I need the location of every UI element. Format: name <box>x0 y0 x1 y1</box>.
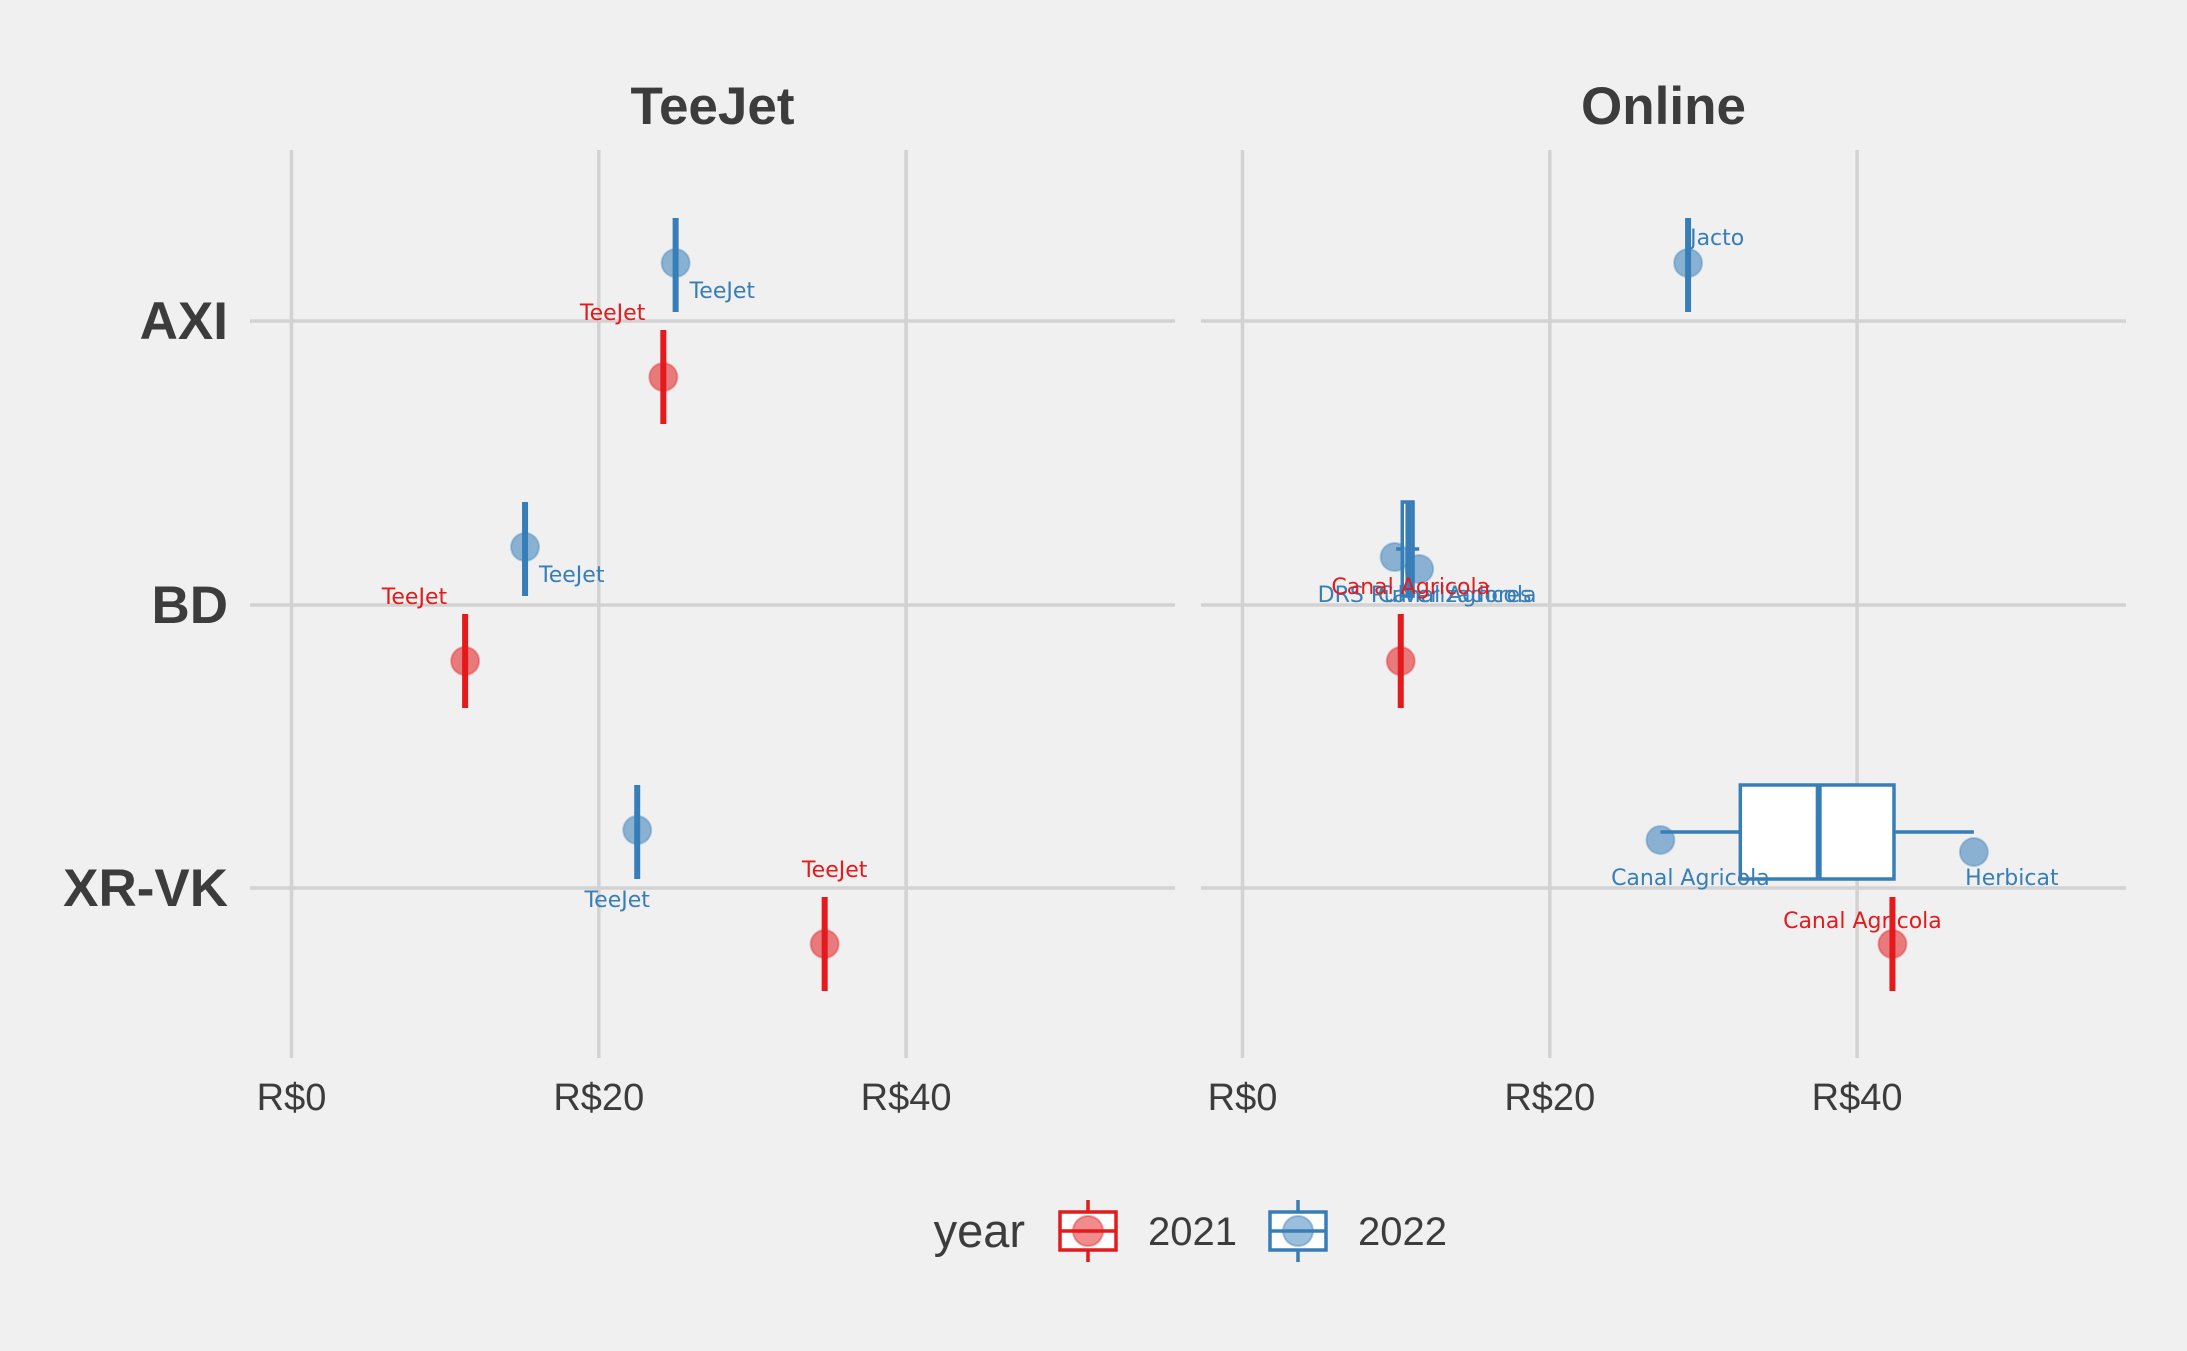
point-label: Canal Agricola <box>1783 909 1942 934</box>
x-tick-label: R$0 <box>257 1077 327 1119</box>
data-point <box>1877 929 1908 959</box>
legend-title: year <box>934 1204 1025 1257</box>
box-group-bd-2021: TeeJet <box>381 585 481 708</box>
point-label: Jacto <box>1688 226 1744 251</box>
point-label: TeeJet <box>801 858 868 883</box>
legend-entry-label: 2021 <box>1148 1210 1237 1254</box>
data-point <box>1385 646 1416 676</box>
x-tick-label: R$0 <box>1208 1077 1278 1119</box>
x-tick-label: R$20 <box>553 1077 644 1119</box>
data-point <box>660 248 691 278</box>
point-label: Canal Agricola <box>1331 575 1490 600</box>
point-label: TeeJet <box>381 585 448 610</box>
legend: year 2021 2022 <box>934 1200 1447 1262</box>
point-label: DRS Pulverizadores <box>1318 583 1532 608</box>
point-label: TeeJet <box>689 279 756 304</box>
legend-key-point <box>1282 1215 1314 1247</box>
x-tick-label: R$40 <box>1812 1077 1903 1119</box>
y-category-label: AXI <box>140 292 228 351</box>
data-point <box>1404 554 1435 584</box>
point-label: Canal Agricola <box>1378 583 1537 608</box>
facet-panel-teejet: TeeJet R$0 R$20 R$40 TeeJet TeeJet TeeJet TeeJe… <box>250 77 1175 1119</box>
legend-key-point <box>1072 1215 1104 1247</box>
data-point <box>1673 248 1704 278</box>
box-group-xr-vk-2021: Canal Agricola <box>1783 897 1942 991</box>
data-point <box>622 815 653 845</box>
data-point <box>1379 542 1410 572</box>
point-label: TeeJet <box>538 563 605 588</box>
box-group-axi-2022: Jacto <box>1673 218 1744 312</box>
data-point <box>1645 825 1676 855</box>
legend-entry-label: 2022 <box>1358 1210 1447 1254</box>
data-point <box>809 929 840 959</box>
facet-title: TeeJet <box>631 77 795 136</box>
data-point <box>648 362 679 392</box>
x-tick-label: R$40 <box>861 1077 952 1119</box>
box-group-xr-vk-2022: TeeJet <box>583 785 653 913</box>
box-group-bd-2021: Canal Agricola <box>1331 575 1490 708</box>
facet-panel-online: Online R$0 R$20 R$40 Jacto DRS Pulverizadores… <box>1201 77 2126 1119</box>
y-category-label: XR-VK <box>63 859 228 918</box>
box-group-xr-vk-2022: Canal Agricola Herbicat <box>1611 783 2059 891</box>
box-group-axi-2022: TeeJet <box>660 218 756 312</box>
point-label: Canal Agricola <box>1611 866 1770 891</box>
box-group-xr-vk-2021: TeeJet <box>801 858 868 991</box>
facet-title: Online <box>1581 77 1746 136</box>
box-group-axi-2021: TeeJet <box>579 301 679 424</box>
point-label: TeeJet <box>583 888 650 913</box>
x-tick-label: R$20 <box>1504 1077 1595 1119</box>
box-group-bd-2022: TeeJet <box>510 502 605 596</box>
data-point <box>510 532 541 562</box>
data-point <box>450 646 481 676</box>
data-point <box>1958 837 1989 867</box>
point-label: TeeJet <box>579 301 646 326</box>
point-label: Herbicat <box>1965 866 2059 891</box>
y-category-label: BD <box>151 576 228 635</box>
